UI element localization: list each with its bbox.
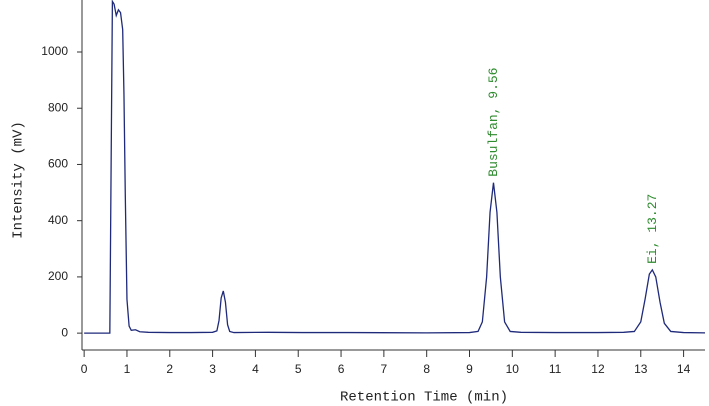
x-tick-label: 11 [549, 362, 562, 376]
peak-annotation: Ei, 13.27 [645, 194, 660, 264]
y-tick-label: 600 [48, 157, 68, 171]
y-tick-label: 400 [48, 213, 68, 227]
y-tick-label: 1000 [41, 44, 68, 58]
x-tick-label: 10 [506, 362, 520, 376]
x-tick-label: 1 [124, 362, 131, 376]
x-axis-label: Retention Time (min) [340, 390, 508, 406]
y-tick-label: 800 [48, 100, 68, 114]
x-tick-label: 2 [166, 362, 173, 376]
y-tick-label: 0 [61, 325, 68, 339]
y-tick-label: 200 [48, 269, 68, 283]
y-axis-label: Intensity (mV) [11, 121, 27, 239]
x-tick-label: 5 [295, 362, 302, 376]
x-tick-label: 4 [252, 362, 259, 376]
x-tick-label: 0 [81, 362, 88, 376]
x-tick-label: 9 [466, 362, 473, 376]
trace [84, 0, 706, 334]
x-tick-label: 12 [591, 362, 605, 376]
x-tick-label: 3 [209, 362, 216, 376]
x-tick-label: 14 [677, 362, 691, 376]
x-tick-label: 8 [423, 362, 430, 376]
peak-annotation: Busulfan, 9.56 [486, 68, 501, 177]
x-tick-label: 7 [381, 362, 388, 376]
x-tick-label: 6 [338, 362, 345, 376]
x-tick-label: 13 [634, 362, 648, 376]
